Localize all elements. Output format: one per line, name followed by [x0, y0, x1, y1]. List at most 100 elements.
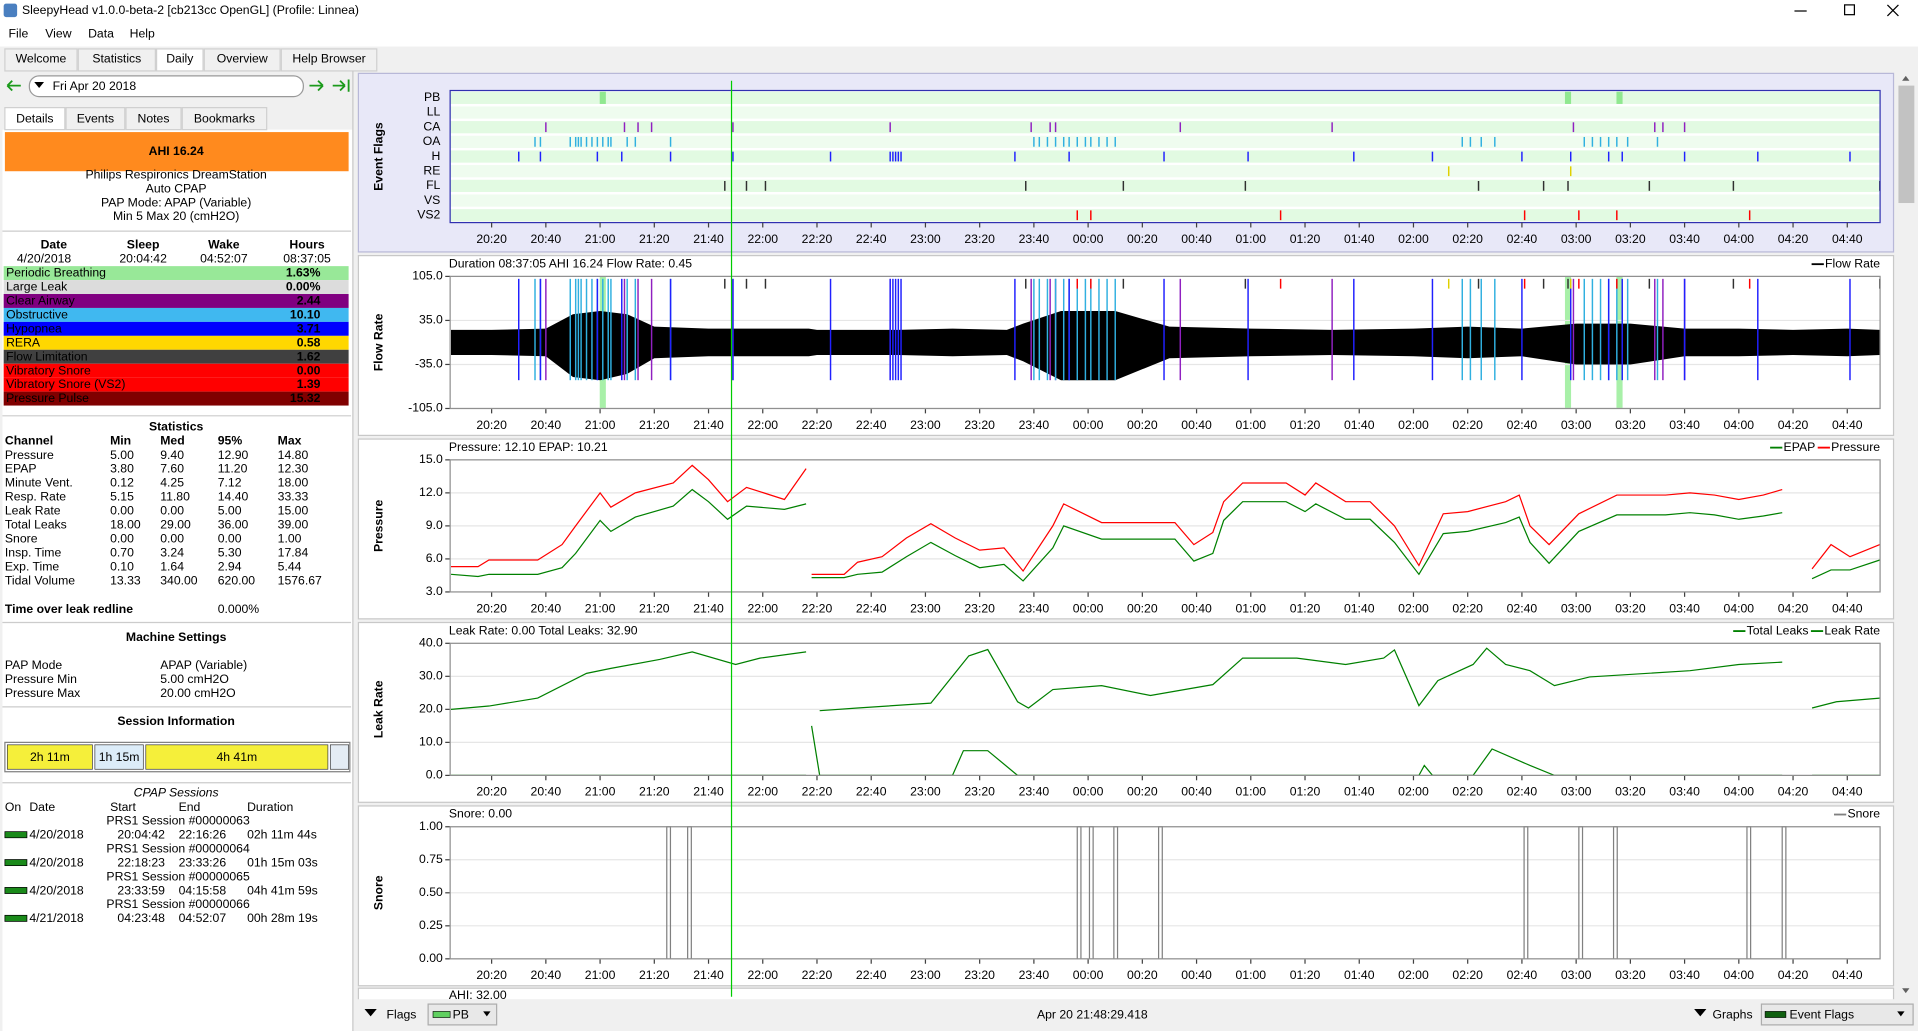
stats-cell: 0.70: [110, 545, 134, 559]
x-tick-label: 00:40: [1181, 785, 1212, 799]
x-tick-label: 22:20: [802, 232, 833, 246]
scroll-down[interactable]: [1902, 988, 1910, 994]
detail-tab[interactable]: [65, 107, 126, 131]
x-tick-label: 22:00: [747, 232, 778, 246]
menu-item[interactable]: File: [9, 26, 29, 40]
summary-header: Hours: [289, 237, 325, 251]
index-value: 0.00%: [286, 280, 321, 294]
x-tick-label: 01:40: [1344, 418, 1375, 432]
last-day-button[interactable]: [332, 79, 350, 92]
maximize-button[interactable]: [1843, 4, 1856, 16]
flags-toggle[interactable]: [364, 1008, 377, 1017]
menu-item[interactable]: Help: [130, 26, 155, 40]
x-tick-label: 01:40: [1344, 785, 1375, 799]
tab-label[interactable]: Statistics: [92, 52, 141, 66]
prev-day-button[interactable]: [6, 80, 21, 92]
next-day-button[interactable]: [309, 80, 324, 92]
close-button[interactable]: [1886, 4, 1899, 17]
detail-tab[interactable]: [4, 107, 66, 131]
tab-label[interactable]: Help Browser: [292, 52, 365, 66]
x-tick-label: 02:40: [1507, 968, 1538, 982]
summary-header: Date: [41, 237, 68, 251]
detail-tab-label[interactable]: Events: [77, 111, 114, 125]
x-tick-label: 04:40: [1832, 418, 1863, 432]
graph-combo[interactable]: [1760, 1003, 1914, 1026]
x-tick-label: 00:20: [1127, 418, 1158, 432]
tab-label[interactable]: Daily: [166, 52, 194, 66]
detail-tab-label[interactable]: Notes: [138, 111, 170, 125]
date-combo[interactable]: [28, 75, 304, 98]
flag-combo[interactable]: [427, 1003, 498, 1026]
tab-label[interactable]: Welcome: [16, 52, 67, 66]
stats-cell: Exp. Time: [5, 559, 60, 573]
flag-row-label: PB: [424, 90, 440, 104]
tab-label[interactable]: Overview: [217, 52, 268, 66]
x-tick-label: 01:00: [1235, 601, 1266, 615]
x-tick-label: 01:20: [1290, 418, 1321, 432]
graphs-button[interactable]: Graphs: [1713, 1007, 1753, 1021]
stats-cell: 36.00: [218, 518, 249, 532]
tab[interactable]: [155, 48, 204, 72]
plot-border: [449, 642, 1881, 777]
index-row: [3, 335, 349, 350]
session-start: 04:23:48: [117, 911, 165, 925]
session-enabled[interactable]: [4, 831, 28, 839]
session-enabled[interactable]: [4, 914, 28, 922]
detail-tab[interactable]: [181, 107, 268, 131]
session-enabled[interactable]: [4, 887, 28, 894]
x-tick-label: 04:00: [1724, 968, 1755, 982]
x-tick-label: 21:00: [585, 232, 616, 246]
stats-cell: 29.00: [160, 518, 191, 532]
graph-title: Leak Rate: [371, 680, 385, 738]
menu-item[interactable]: Data: [88, 26, 114, 40]
scroll-up[interactable]: [1902, 75, 1910, 81]
detail-tab-label[interactable]: Details: [16, 111, 53, 125]
session-enabled[interactable]: [4, 859, 28, 867]
y-tick-label: 1.00: [419, 819, 443, 833]
detail-tab-label[interactable]: Bookmarks: [194, 111, 255, 125]
index-name: Flow Limitation: [6, 349, 88, 363]
stats-cell: 3.24: [160, 545, 184, 559]
tab[interactable]: [203, 48, 281, 72]
stats-cell: 11.20: [218, 462, 248, 476]
session-segment[interactable]: [329, 744, 349, 770]
session-segment[interactable]: [94, 744, 144, 770]
flags-button[interactable]: Flags: [387, 1007, 417, 1021]
flag-mark: [1616, 91, 1623, 104]
detail-tab[interactable]: [125, 107, 182, 131]
tab[interactable]: [280, 48, 378, 72]
x-tick-label: 00:00: [1073, 601, 1104, 615]
series-line: [450, 647, 1880, 712]
index-value: 0.58: [297, 335, 321, 349]
x-tick-label: 03:40: [1669, 601, 1700, 615]
x-tick-label: 02:00: [1398, 601, 1429, 615]
graphs-toggle[interactable]: [1694, 1008, 1707, 1017]
stats-cell: Minute Vent.: [5, 476, 73, 490]
x-tick-label: 21:40: [693, 232, 724, 246]
setting-value: 20.00 cmH2O: [160, 686, 235, 700]
tab[interactable]: [77, 48, 156, 72]
scrollbar-thumb[interactable]: [1898, 85, 1915, 204]
x-tick-label: 20:20: [476, 232, 507, 246]
stats-cell: 0.00: [160, 504, 184, 518]
x-tick-label: 21:40: [693, 968, 724, 982]
x-tick-label: 04:20: [1778, 785, 1809, 799]
session-segment[interactable]: [145, 744, 329, 770]
x-tick-label: 02:00: [1398, 968, 1429, 982]
scrollbar[interactable]: [1895, 70, 1918, 1001]
index-name: Periodic Breathing: [6, 266, 106, 280]
graph-title: Event Flags: [371, 122, 385, 191]
date-text[interactable]: Fri Apr 20 2018: [53, 79, 137, 93]
stats-cell: 4.25: [160, 476, 184, 490]
graph-header: AHI: 32.00: [449, 988, 507, 1002]
session-segment[interactable]: [6, 744, 93, 770]
x-tick-label: 23:00: [910, 968, 941, 982]
index-value: 1.63%: [286, 266, 321, 280]
plot-border: [449, 89, 1881, 224]
menu-item[interactable]: View: [45, 26, 71, 40]
stats-header: Med: [160, 434, 184, 448]
summary-value: 4/20/2018: [17, 252, 72, 266]
tab[interactable]: [4, 48, 78, 72]
flag-row-bg: [450, 91, 1881, 104]
settings-title: Machine Settings: [126, 630, 227, 644]
